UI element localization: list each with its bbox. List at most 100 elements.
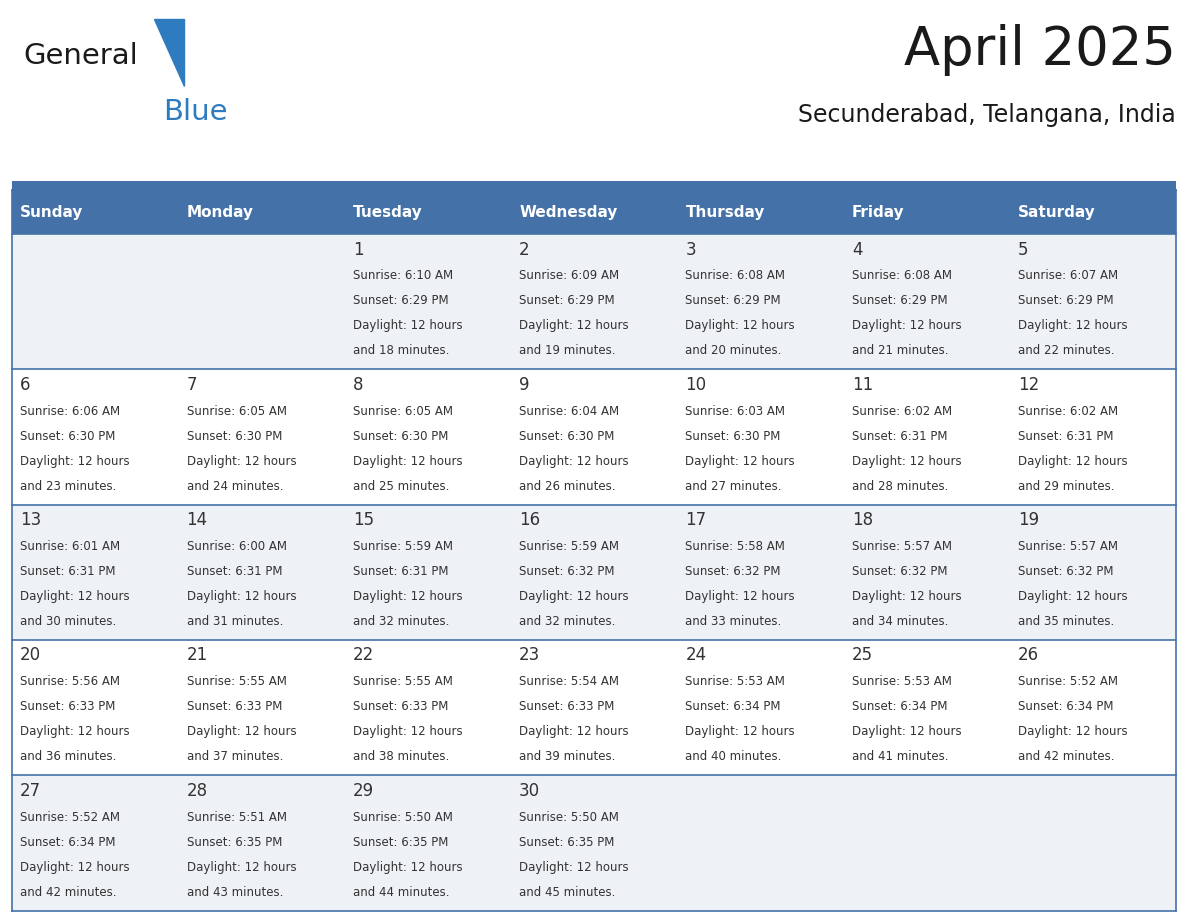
Text: Sunset: 6:29 PM: Sunset: 6:29 PM	[519, 295, 614, 308]
Text: and 20 minutes.: and 20 minutes.	[685, 344, 782, 357]
Text: 14: 14	[187, 511, 208, 529]
Text: and 34 minutes.: and 34 minutes.	[852, 615, 948, 628]
Text: Sunrise: 5:57 AM: Sunrise: 5:57 AM	[1018, 540, 1118, 553]
Text: 26: 26	[1018, 646, 1040, 665]
Text: Sunset: 6:34 PM: Sunset: 6:34 PM	[1018, 700, 1113, 713]
Text: 8: 8	[353, 375, 364, 394]
Text: Wednesday: Wednesday	[519, 205, 618, 219]
Text: 4: 4	[852, 241, 862, 259]
Text: Sunset: 6:30 PM: Sunset: 6:30 PM	[20, 430, 115, 442]
Text: Secunderabad, Telangana, India: Secunderabad, Telangana, India	[798, 103, 1176, 127]
Text: Thursday: Thursday	[685, 205, 765, 219]
Text: Sunset: 6:31 PM: Sunset: 6:31 PM	[20, 565, 115, 578]
Text: Daylight: 12 hours: Daylight: 12 hours	[852, 590, 961, 603]
Text: Sunrise: 6:02 AM: Sunrise: 6:02 AM	[1018, 405, 1118, 418]
Text: Sunset: 6:33 PM: Sunset: 6:33 PM	[353, 700, 448, 713]
Text: Sunrise: 6:10 AM: Sunrise: 6:10 AM	[353, 269, 453, 282]
Text: Daylight: 12 hours: Daylight: 12 hours	[353, 725, 462, 738]
Text: Sunrise: 6:00 AM: Sunrise: 6:00 AM	[187, 540, 286, 553]
Text: and 26 minutes.: and 26 minutes.	[519, 480, 615, 493]
Text: 17: 17	[685, 511, 707, 529]
Text: and 35 minutes.: and 35 minutes.	[1018, 615, 1114, 628]
Text: and 37 minutes.: and 37 minutes.	[187, 750, 283, 763]
Text: 16: 16	[519, 511, 541, 529]
Text: Sunrise: 5:55 AM: Sunrise: 5:55 AM	[187, 676, 286, 688]
Text: and 40 minutes.: and 40 minutes.	[685, 750, 782, 763]
Text: Daylight: 12 hours: Daylight: 12 hours	[20, 590, 129, 603]
Text: Sunrise: 6:04 AM: Sunrise: 6:04 AM	[519, 405, 619, 418]
Text: Sunrise: 6:05 AM: Sunrise: 6:05 AM	[187, 405, 286, 418]
Text: Daylight: 12 hours: Daylight: 12 hours	[20, 860, 129, 874]
Text: and 24 minutes.: and 24 minutes.	[187, 480, 283, 493]
Text: April 2025: April 2025	[904, 24, 1176, 76]
Text: 15: 15	[353, 511, 374, 529]
Text: Sunrise: 5:57 AM: Sunrise: 5:57 AM	[852, 540, 952, 553]
Text: 20: 20	[20, 646, 42, 665]
Text: Sunday: Sunday	[20, 205, 83, 219]
Text: Daylight: 12 hours: Daylight: 12 hours	[852, 319, 961, 332]
Text: and 32 minutes.: and 32 minutes.	[353, 615, 449, 628]
Text: Sunset: 6:31 PM: Sunset: 6:31 PM	[1018, 430, 1113, 442]
Text: Sunset: 6:29 PM: Sunset: 6:29 PM	[353, 295, 448, 308]
Text: and 39 minutes.: and 39 minutes.	[519, 750, 615, 763]
Text: 22: 22	[353, 646, 374, 665]
Text: Daylight: 12 hours: Daylight: 12 hours	[1018, 454, 1127, 467]
Text: Sunset: 6:34 PM: Sunset: 6:34 PM	[20, 835, 115, 848]
Text: Sunset: 6:32 PM: Sunset: 6:32 PM	[852, 565, 947, 578]
Text: Sunset: 6:33 PM: Sunset: 6:33 PM	[187, 700, 282, 713]
Text: Daylight: 12 hours: Daylight: 12 hours	[1018, 725, 1127, 738]
Text: and 33 minutes.: and 33 minutes.	[685, 615, 782, 628]
Text: and 25 minutes.: and 25 minutes.	[353, 480, 449, 493]
Text: 29: 29	[353, 782, 374, 800]
Text: Daylight: 12 hours: Daylight: 12 hours	[852, 454, 961, 467]
Text: and 21 minutes.: and 21 minutes.	[852, 344, 948, 357]
Text: 6: 6	[20, 375, 31, 394]
Text: Sunrise: 6:08 AM: Sunrise: 6:08 AM	[852, 269, 952, 282]
Text: Daylight: 12 hours: Daylight: 12 hours	[353, 454, 462, 467]
Text: Sunset: 6:35 PM: Sunset: 6:35 PM	[353, 835, 448, 848]
Text: Daylight: 12 hours: Daylight: 12 hours	[685, 454, 795, 467]
Text: 2: 2	[519, 241, 530, 259]
Text: 12: 12	[1018, 375, 1040, 394]
Text: Sunrise: 5:51 AM: Sunrise: 5:51 AM	[187, 811, 286, 823]
Text: Sunrise: 5:58 AM: Sunrise: 5:58 AM	[685, 540, 785, 553]
Text: 19: 19	[1018, 511, 1040, 529]
Text: Sunset: 6:33 PM: Sunset: 6:33 PM	[519, 700, 614, 713]
Text: 3: 3	[685, 241, 696, 259]
Text: Daylight: 12 hours: Daylight: 12 hours	[20, 725, 129, 738]
Text: 23: 23	[519, 646, 541, 665]
Text: Sunrise: 6:01 AM: Sunrise: 6:01 AM	[20, 540, 120, 553]
Text: Sunrise: 5:53 AM: Sunrise: 5:53 AM	[685, 676, 785, 688]
Text: Sunset: 6:33 PM: Sunset: 6:33 PM	[20, 700, 115, 713]
Text: Monday: Monday	[187, 205, 253, 219]
Text: Sunrise: 5:54 AM: Sunrise: 5:54 AM	[519, 676, 619, 688]
Text: 18: 18	[852, 511, 873, 529]
Text: Sunrise: 6:09 AM: Sunrise: 6:09 AM	[519, 269, 619, 282]
Text: Sunset: 6:30 PM: Sunset: 6:30 PM	[685, 430, 781, 442]
Text: Sunset: 6:34 PM: Sunset: 6:34 PM	[685, 700, 781, 713]
Text: Sunrise: 6:07 AM: Sunrise: 6:07 AM	[1018, 269, 1118, 282]
Text: Sunset: 6:31 PM: Sunset: 6:31 PM	[187, 565, 282, 578]
Text: Sunrise: 6:05 AM: Sunrise: 6:05 AM	[353, 405, 453, 418]
Polygon shape	[154, 19, 184, 85]
Text: Daylight: 12 hours: Daylight: 12 hours	[519, 860, 628, 874]
Text: Sunrise: 6:06 AM: Sunrise: 6:06 AM	[20, 405, 120, 418]
Text: 5: 5	[1018, 241, 1029, 259]
Text: Sunset: 6:35 PM: Sunset: 6:35 PM	[519, 835, 614, 848]
Text: Daylight: 12 hours: Daylight: 12 hours	[685, 319, 795, 332]
Text: and 27 minutes.: and 27 minutes.	[685, 480, 782, 493]
Text: and 18 minutes.: and 18 minutes.	[353, 344, 449, 357]
Text: Daylight: 12 hours: Daylight: 12 hours	[187, 860, 296, 874]
Text: Daylight: 12 hours: Daylight: 12 hours	[1018, 319, 1127, 332]
Text: 11: 11	[852, 375, 873, 394]
Text: Sunset: 6:35 PM: Sunset: 6:35 PM	[187, 835, 282, 848]
Text: and 28 minutes.: and 28 minutes.	[852, 480, 948, 493]
Text: 7: 7	[187, 375, 197, 394]
Text: Sunrise: 6:08 AM: Sunrise: 6:08 AM	[685, 269, 785, 282]
Text: Sunrise: 5:50 AM: Sunrise: 5:50 AM	[519, 811, 619, 823]
Text: Sunrise: 6:02 AM: Sunrise: 6:02 AM	[852, 405, 952, 418]
Text: Daylight: 12 hours: Daylight: 12 hours	[685, 590, 795, 603]
Text: Sunrise: 5:52 AM: Sunrise: 5:52 AM	[20, 811, 120, 823]
Text: and 41 minutes.: and 41 minutes.	[852, 750, 948, 763]
Text: 10: 10	[685, 375, 707, 394]
